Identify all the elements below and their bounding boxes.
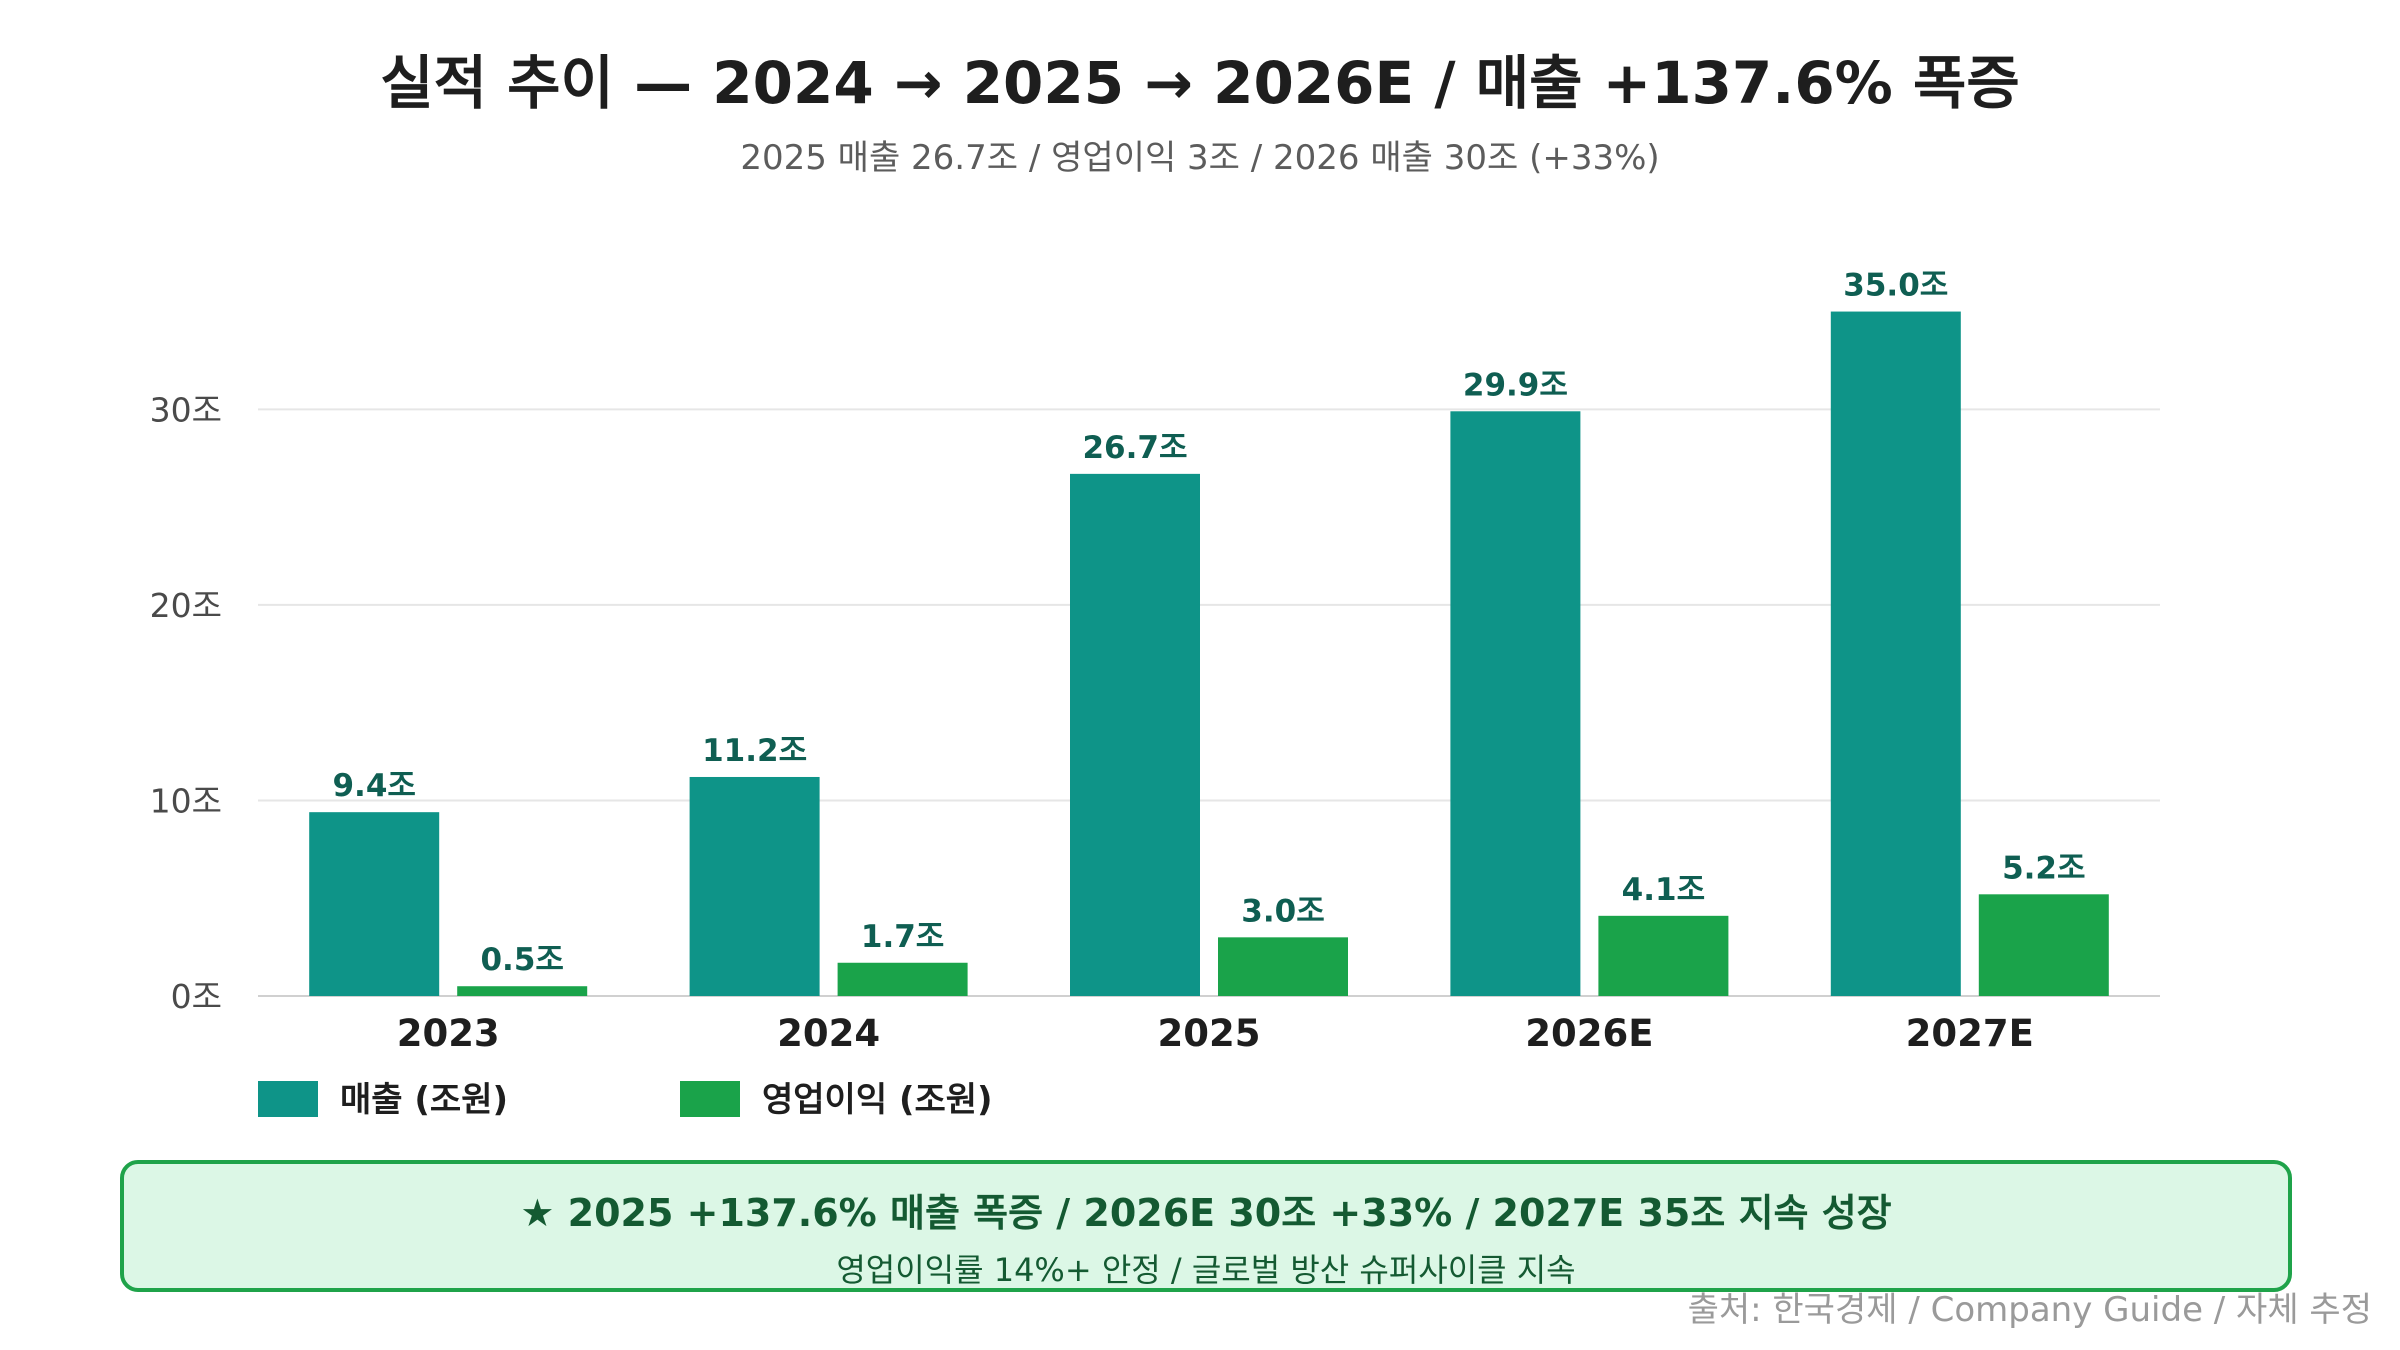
callout-headline: ★ 2025 +137.6% 매출 폭증 / 2026E 30조 +33% / …	[520, 1191, 1892, 1235]
y-tick-label: 10조	[150, 781, 222, 820]
source-note: 출처: 한국경제 / Company Guide / 자체 추정	[1687, 1290, 2372, 1330]
summary-callout: ★ 2025 +137.6% 매출 폭증 / 2026E 30조 +33% / …	[120, 1160, 2292, 1292]
x-tick-label: 2026E	[1525, 1012, 1653, 1055]
data-label: 9.4조	[332, 768, 415, 804]
data-label: 29.9조	[1463, 367, 1568, 403]
bar-revenue	[1070, 473, 1200, 996]
bar-operating-profit	[837, 962, 968, 996]
legend-swatch	[258, 1081, 318, 1117]
data-label: 1.7조	[861, 919, 944, 955]
chart-subtitle: 2025 매출 26.7조 / 영업이익 3조 / 2026 매출 30조 (+…	[740, 138, 1660, 178]
bar-operating-profit	[1978, 894, 2109, 996]
bar-revenue	[689, 776, 820, 996]
x-tick-label: 2025	[1158, 1012, 1261, 1055]
legend-swatch	[680, 1081, 740, 1117]
y-tick-label: 30조	[150, 390, 222, 429]
data-label: 35.0조	[1843, 268, 1948, 304]
data-label: 4.1조	[1622, 872, 1705, 908]
x-tick-label: 2023	[397, 1012, 500, 1055]
chart-title: 실적 추이 — 2024 → 2025 → 2026E / 매출 +137.6%…	[380, 49, 2020, 117]
data-label: 3.0조	[1241, 893, 1324, 929]
x-tick-label: 2027E	[1906, 1012, 2034, 1055]
y-tick-label: 20조	[150, 586, 222, 625]
bar-revenue	[1450, 411, 1581, 996]
bar-operating-profit	[1598, 915, 1729, 996]
legend-label: 매출 (조원)	[340, 1080, 508, 1120]
y-tick-label: 0조	[171, 977, 222, 1016]
bar-chart: 0조 10조 20조 30조 9.4조 0.5조 2023 11.2조 1.7조 2024 26.7…	[150, 268, 2160, 1120]
bar-operating-profit	[1218, 937, 1348, 996]
x-tick-label: 2024	[777, 1012, 880, 1055]
data-label: 5.2조	[2002, 850, 2085, 886]
bar-operating-profit	[457, 986, 588, 996]
callout-detail: 영업이익률 14%+ 안정 / 글로벌 방산 슈퍼사이클 지속	[836, 1251, 1576, 1289]
bar-revenue	[309, 812, 440, 996]
legend-label: 영업이익 (조원)	[762, 1080, 993, 1120]
data-label: 26.7조	[1082, 430, 1187, 466]
bar-revenue	[1830, 311, 1961, 996]
data-label: 0.5조	[480, 942, 563, 978]
data-label: 11.2조	[702, 733, 807, 769]
